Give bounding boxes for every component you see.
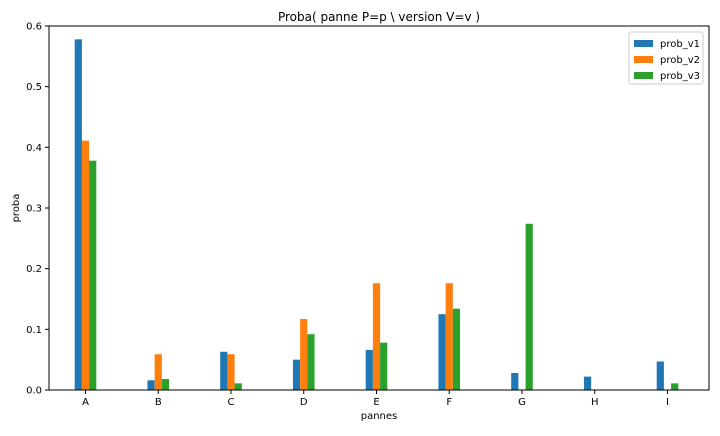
bar-prob_v1-H	[583, 376, 592, 390]
bar-prob_v1-I	[656, 361, 664, 390]
legend-swatch-prob_v2	[634, 56, 653, 63]
bar-prob_v3-E	[380, 342, 388, 390]
bar-prob_v3-D	[307, 334, 315, 390]
bar-prob_v2-C	[227, 354, 235, 390]
legend-label-prob_v1: prob_v1	[660, 39, 700, 50]
x-tick-label: H	[591, 397, 599, 408]
bar-prob_v3-B	[161, 379, 170, 390]
x-tick-label: B	[155, 397, 162, 408]
bar-prob_v2-A	[81, 140, 90, 390]
x-tick-label: D	[300, 397, 308, 408]
chart-title: Proba( panne P=p \ version V=v )	[278, 10, 480, 24]
x-tick-label: I	[666, 397, 669, 408]
y-tick-label: 0.1	[26, 325, 42, 336]
bar-prob_v1-G	[511, 373, 519, 390]
bar-prob_v1-C	[220, 351, 228, 390]
legend-label-prob_v3: prob_v3	[660, 71, 700, 82]
legend: prob_v1 prob_v2 prob_v3	[628, 31, 704, 85]
bar-prob_v3-C	[234, 383, 242, 390]
bar-prob_v1-B	[147, 380, 155, 390]
y-tick-label: 0.3	[26, 204, 42, 215]
bars-group	[74, 39, 679, 390]
bar-prob_v1-D	[292, 359, 301, 390]
bar-prob_v1-F	[438, 314, 446, 390]
bar-prob_v2-D	[300, 319, 308, 390]
bar-prob_v2-B	[154, 354, 162, 390]
x-tick-label: G	[518, 397, 526, 408]
legend-label-prob_v2: prob_v2	[660, 55, 700, 66]
bar-prob_v3-G	[525, 223, 533, 390]
bar-prob_v2-F	[445, 283, 453, 390]
y-tick-label: 0.4	[26, 143, 42, 154]
bar-prob_v3-A	[89, 160, 97, 390]
bar-prob_v2-E	[372, 283, 381, 390]
bar-prob_v3-F	[452, 308, 461, 390]
legend-swatch-prob_v1	[634, 40, 653, 47]
bar-prob_v1-A	[74, 39, 82, 390]
x-tick-label: F	[446, 397, 452, 408]
x-axis-ticks: A B C D E F G H I	[82, 390, 669, 408]
x-tick-label: A	[82, 397, 89, 408]
y-axis-ticks: 0.0 0.1 0.2 0.3 0.4 0.5 0.6	[26, 22, 49, 397]
y-tick-label: 0.5	[26, 82, 42, 93]
x-tick-label: C	[228, 397, 235, 408]
bar-prob_v3-I	[671, 383, 679, 390]
x-axis-label: pannes	[361, 411, 398, 422]
y-tick-label: 0.0	[26, 386, 42, 397]
y-tick-label: 0.6	[26, 22, 42, 33]
y-axis-label: proba	[11, 194, 22, 223]
bar-prob_v1-E	[365, 349, 373, 390]
y-tick-label: 0.2	[26, 264, 42, 275]
x-tick-label: E	[373, 397, 379, 408]
legend-swatch-prob_v3	[634, 72, 653, 79]
